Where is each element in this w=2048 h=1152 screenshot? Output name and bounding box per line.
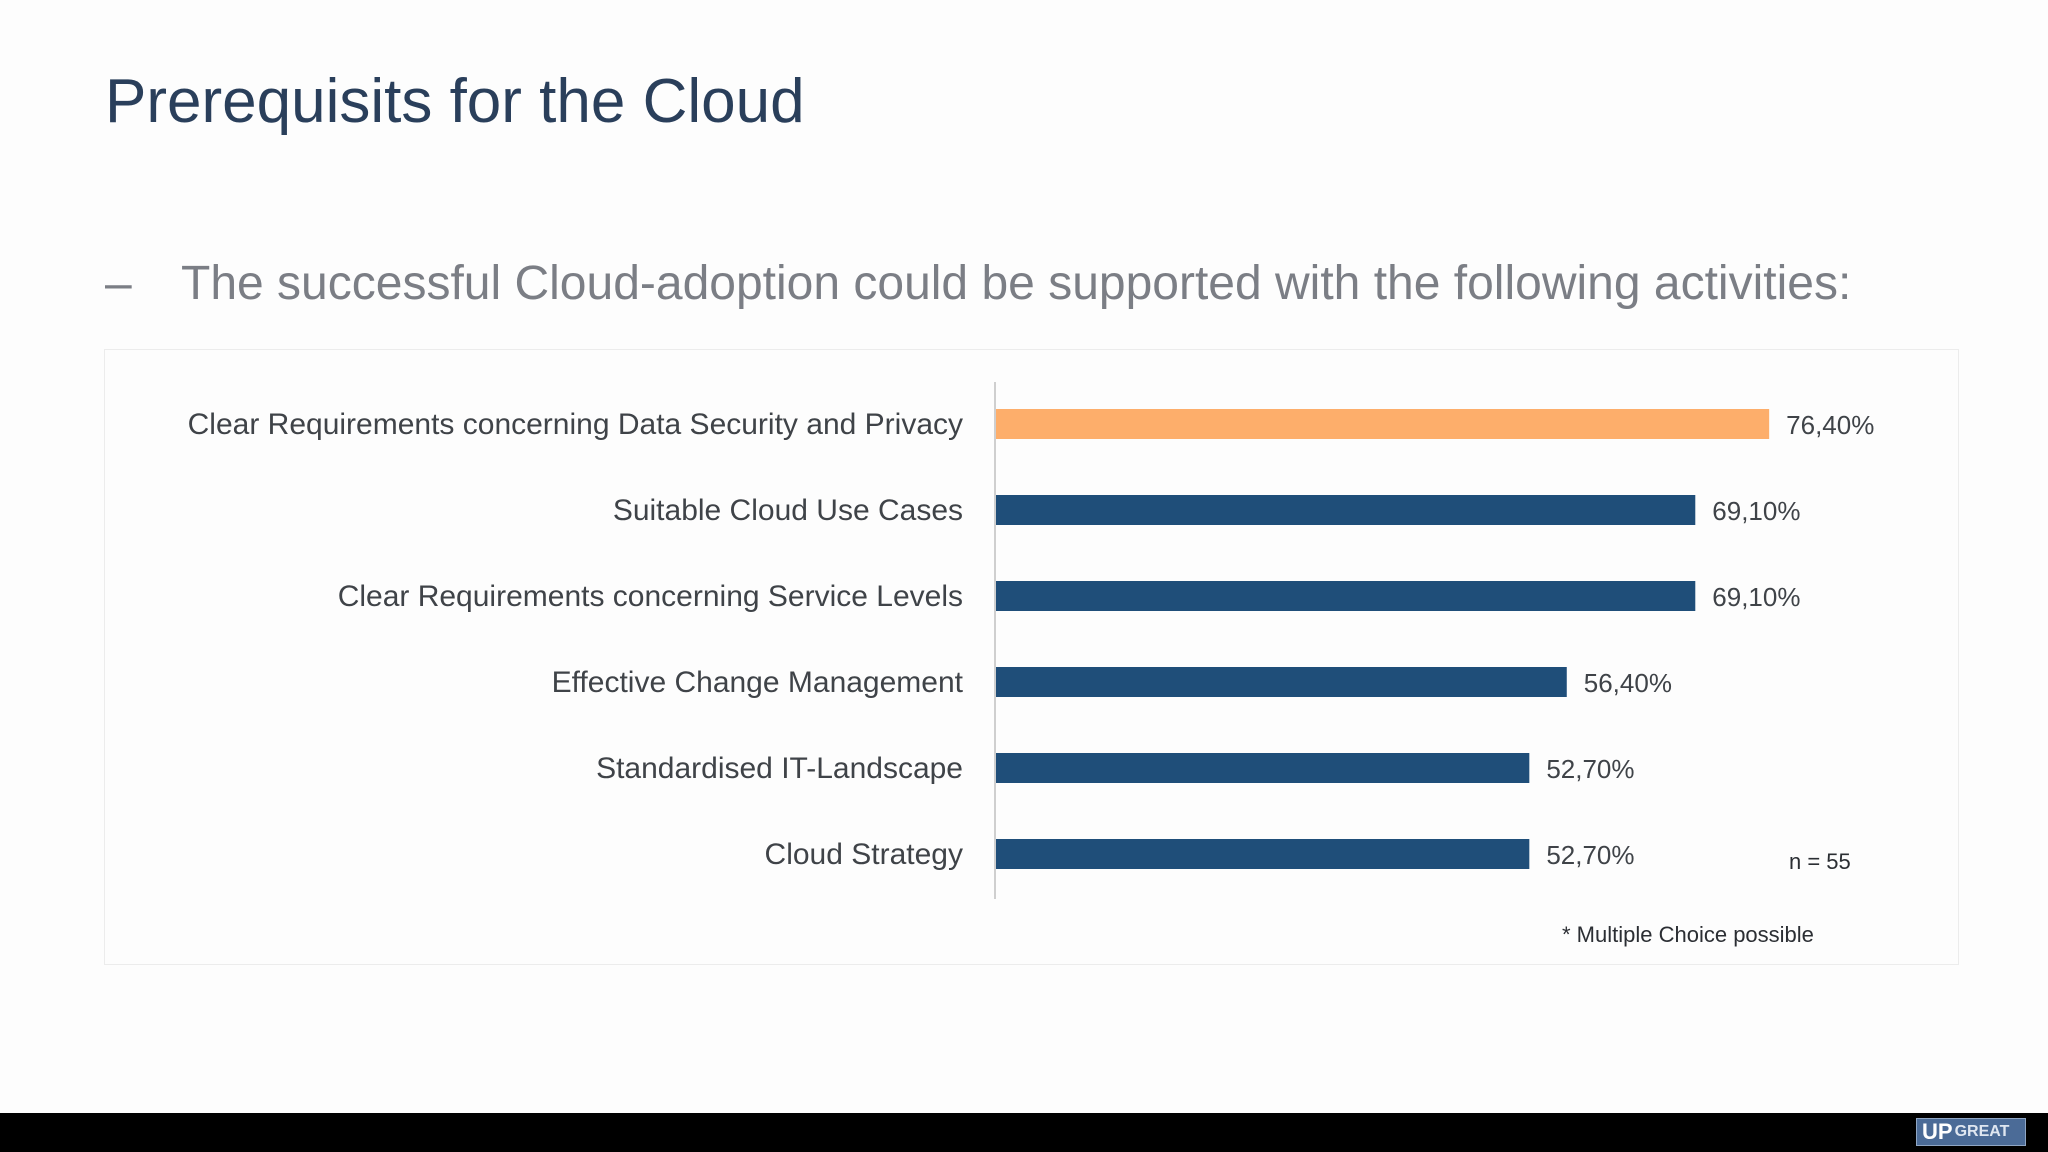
category-label: Clear Requirements concerning Data Secur… xyxy=(188,408,963,441)
value-label: 52,70% xyxy=(1546,840,1634,870)
value-label: 76,40% xyxy=(1786,410,1874,440)
category-labels: Clear Requirements concerning Data Secur… xyxy=(188,408,964,871)
bar-chart: Clear Requirements concerning Data Secur… xyxy=(188,382,1874,947)
sample-size-note: n = 55 xyxy=(1789,849,1851,874)
bullet-text: The successful Cloud-adoption could be s… xyxy=(181,257,1852,310)
category-label: Effective Change Management xyxy=(552,666,964,699)
bar xyxy=(996,409,1770,439)
bar xyxy=(996,839,1530,869)
bullet-dash: – xyxy=(105,257,132,310)
logo-text-2: GREAT xyxy=(1954,1123,2010,1140)
multiple-choice-note: * Multiple Choice possible xyxy=(1562,922,1814,947)
value-label: 69,10% xyxy=(1712,582,1800,612)
category-label: Suitable Cloud Use Cases xyxy=(613,494,963,527)
footer-bar: UP GREAT xyxy=(0,1113,2048,1152)
category-label: Clear Requirements concerning Service Le… xyxy=(338,580,963,613)
slide-title: Prerequisits for the Cloud xyxy=(105,67,805,136)
value-label: 69,10% xyxy=(1712,496,1800,526)
value-label: 52,70% xyxy=(1546,754,1634,784)
bar xyxy=(996,667,1567,697)
company-logo: UP GREAT xyxy=(1916,1118,2026,1146)
bar xyxy=(996,581,1696,611)
bar xyxy=(996,753,1530,783)
bars xyxy=(996,409,1770,869)
bar xyxy=(996,495,1696,525)
value-labels: 76,40% 69,10% 69,10% 56,40% 52,70% 52,70% xyxy=(1546,410,1874,870)
category-label: Standardised IT-Landscape xyxy=(596,752,963,785)
value-label: 56,40% xyxy=(1584,668,1672,698)
chart-container: Clear Requirements concerning Data Secur… xyxy=(104,349,1959,965)
category-label: Cloud Strategy xyxy=(765,838,963,871)
logo-text: UP xyxy=(1922,1119,1953,1144)
